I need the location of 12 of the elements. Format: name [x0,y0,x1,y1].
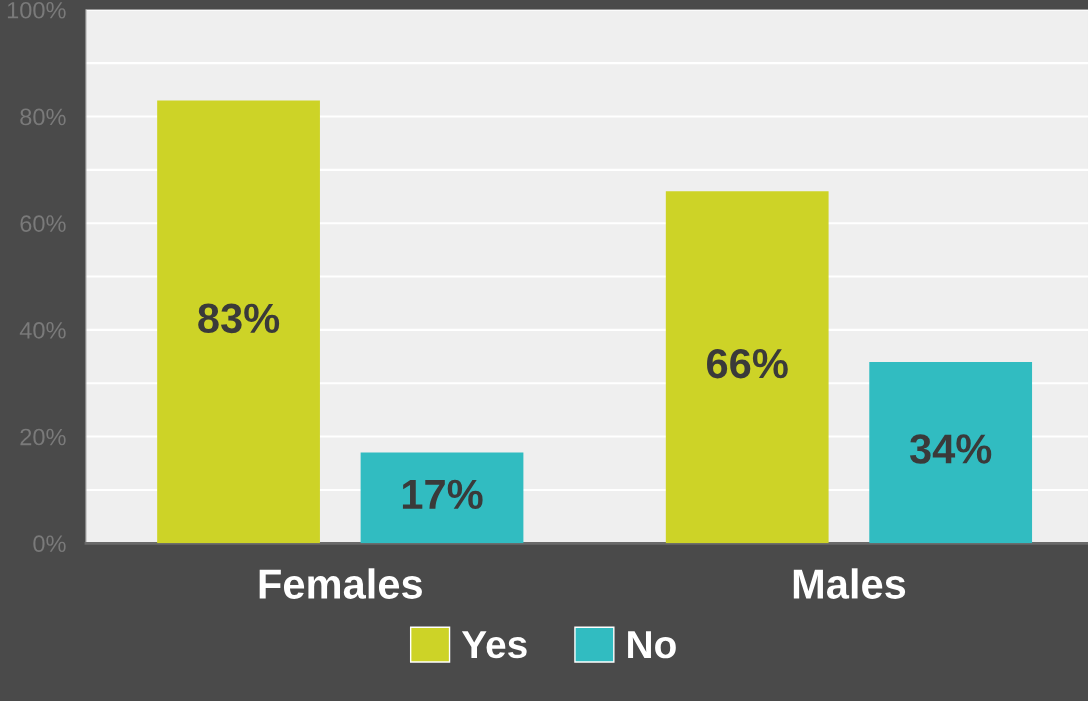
bar [869,361,1033,544]
data-label: 34% [909,434,992,464]
data-label: 66% [707,348,788,379]
x-tick-label: Females [259,568,422,599]
legend-label: No [628,631,676,659]
bar [360,452,524,544]
bar [665,191,829,544]
data-label: 83% [198,303,280,334]
data-label: 17% [402,479,483,510]
bar [157,100,320,544]
x-tick-label: Males [793,568,906,599]
legend-label: Yes [461,631,527,659]
